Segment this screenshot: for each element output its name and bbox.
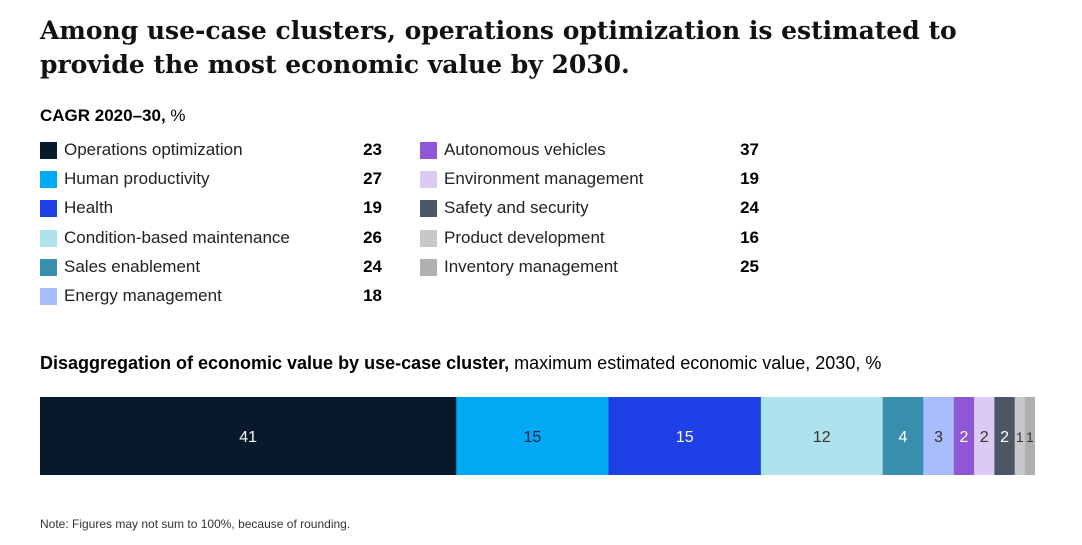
legend-item: Product development 16 [420, 228, 762, 257]
bar-segment [882, 397, 924, 475]
bar-segment [456, 397, 609, 475]
bar-segment-label: 15 [676, 429, 694, 446]
legend-item: Operations optimization 23 [40, 140, 385, 169]
bar-segment [923, 397, 955, 475]
bar-segment-label: 1 [1026, 429, 1034, 445]
legend-column-1: Operations optimization 23 Human productiv… [40, 140, 385, 315]
legend-cagr-value: 19 [740, 169, 759, 189]
legend-swatch [40, 171, 57, 189]
chart-title: Among use-case clusters, operations opti… [40, 16, 957, 79]
bar-segment-label: 2 [980, 429, 989, 446]
legend-label: Inventory management [444, 256, 618, 276]
legend-column-2: Autonomous vehicles 37 Environment managem… [420, 140, 762, 286]
legend-cagr-value: 25 [740, 256, 759, 276]
legend-cagr-value: 19 [363, 198, 382, 218]
legend-cagr-value: 37 [740, 140, 759, 159]
legend-cagr-value: 16 [740, 227, 759, 247]
legend-heading-unit: % [165, 106, 186, 125]
legend-swatch [40, 142, 57, 159]
legend-cagr-value: 18 [363, 285, 382, 305]
bar-segment [40, 397, 457, 475]
legend-swatch [40, 287, 57, 305]
bar-segment-label: 1 [1016, 429, 1024, 445]
bar-segment-label: 4 [899, 429, 908, 446]
legend-label: Health [64, 198, 114, 218]
legend-item: Health 19 [40, 198, 385, 227]
legend-label: Product development [444, 227, 605, 247]
bar-heading: Disaggregation of economic value by use-… [40, 353, 881, 374]
bar-heading-rest: maximum estimated economic value, 2030, … [509, 353, 882, 373]
bar-heading-bold: Disaggregation of economic value by use-… [40, 353, 510, 373]
legend-swatch [420, 200, 437, 218]
legend-label: Sales enablement [64, 256, 201, 276]
bar-segment [608, 397, 762, 475]
bar-segment-label: 15 [524, 429, 542, 446]
legend-cagr-value: 24 [363, 256, 382, 276]
legend-swatch [40, 200, 57, 218]
legend-cagr-value: 27 [363, 169, 382, 189]
stacked-bar-chart: 41 15 15 12 4 3 2 2 2 1 1 [40, 397, 1035, 475]
legend-swatch [40, 258, 57, 276]
legend-label: Energy management [64, 285, 222, 305]
legend-swatch [420, 229, 437, 247]
bar-segment-label: 2 [959, 429, 968, 446]
legend-label: Environment management [444, 169, 644, 189]
bar-segment-label: 12 [813, 429, 831, 446]
legend-item: Human productivity 27 [40, 169, 385, 198]
legend-swatch [40, 229, 57, 247]
bar-segment [974, 397, 995, 475]
legend-cagr-value: 23 [363, 140, 382, 159]
legend-heading-bold: CAGR 2020–30, [40, 106, 166, 125]
bar-segment [953, 397, 975, 475]
legend-swatch [420, 258, 437, 276]
bar-segment-label: 3 [934, 429, 943, 446]
bar-segment [1024, 397, 1035, 475]
legend-swatch [420, 142, 437, 159]
legend-cagr-value: 24 [740, 198, 759, 218]
legend-label: Safety and security [444, 198, 589, 218]
legend-label: Operations optimization [64, 140, 243, 159]
bar-segment [994, 397, 1016, 475]
legend-label: Autonomous vehicles [444, 140, 606, 159]
legend-heading: CAGR 2020–30, % [40, 106, 186, 126]
legend-swatch [420, 171, 437, 189]
bar-segment [760, 397, 884, 475]
legend-item: Inventory management 25 [420, 257, 762, 286]
legend-item: Condition-based maintenance 26 [40, 228, 385, 257]
legend-item: Sales enablement 24 [40, 257, 385, 286]
bar-segment-label: 2 [1000, 429, 1009, 446]
legend-label: Human productivity [64, 169, 210, 189]
legend-item: Energy management 18 [40, 286, 385, 315]
legend-label: Condition-based maintenance [64, 227, 290, 247]
bar-segment-label: 41 [239, 429, 257, 446]
legend-item: Environment management 19 [420, 169, 762, 198]
footnote: Note: Figures may not sum to 100%, becau… [40, 517, 351, 531]
legend-item: Autonomous vehicles 37 [420, 140, 762, 169]
legend-item: Safety and security 24 [420, 198, 762, 227]
legend-cagr-value: 26 [363, 227, 382, 247]
bar-segment [1014, 397, 1026, 475]
